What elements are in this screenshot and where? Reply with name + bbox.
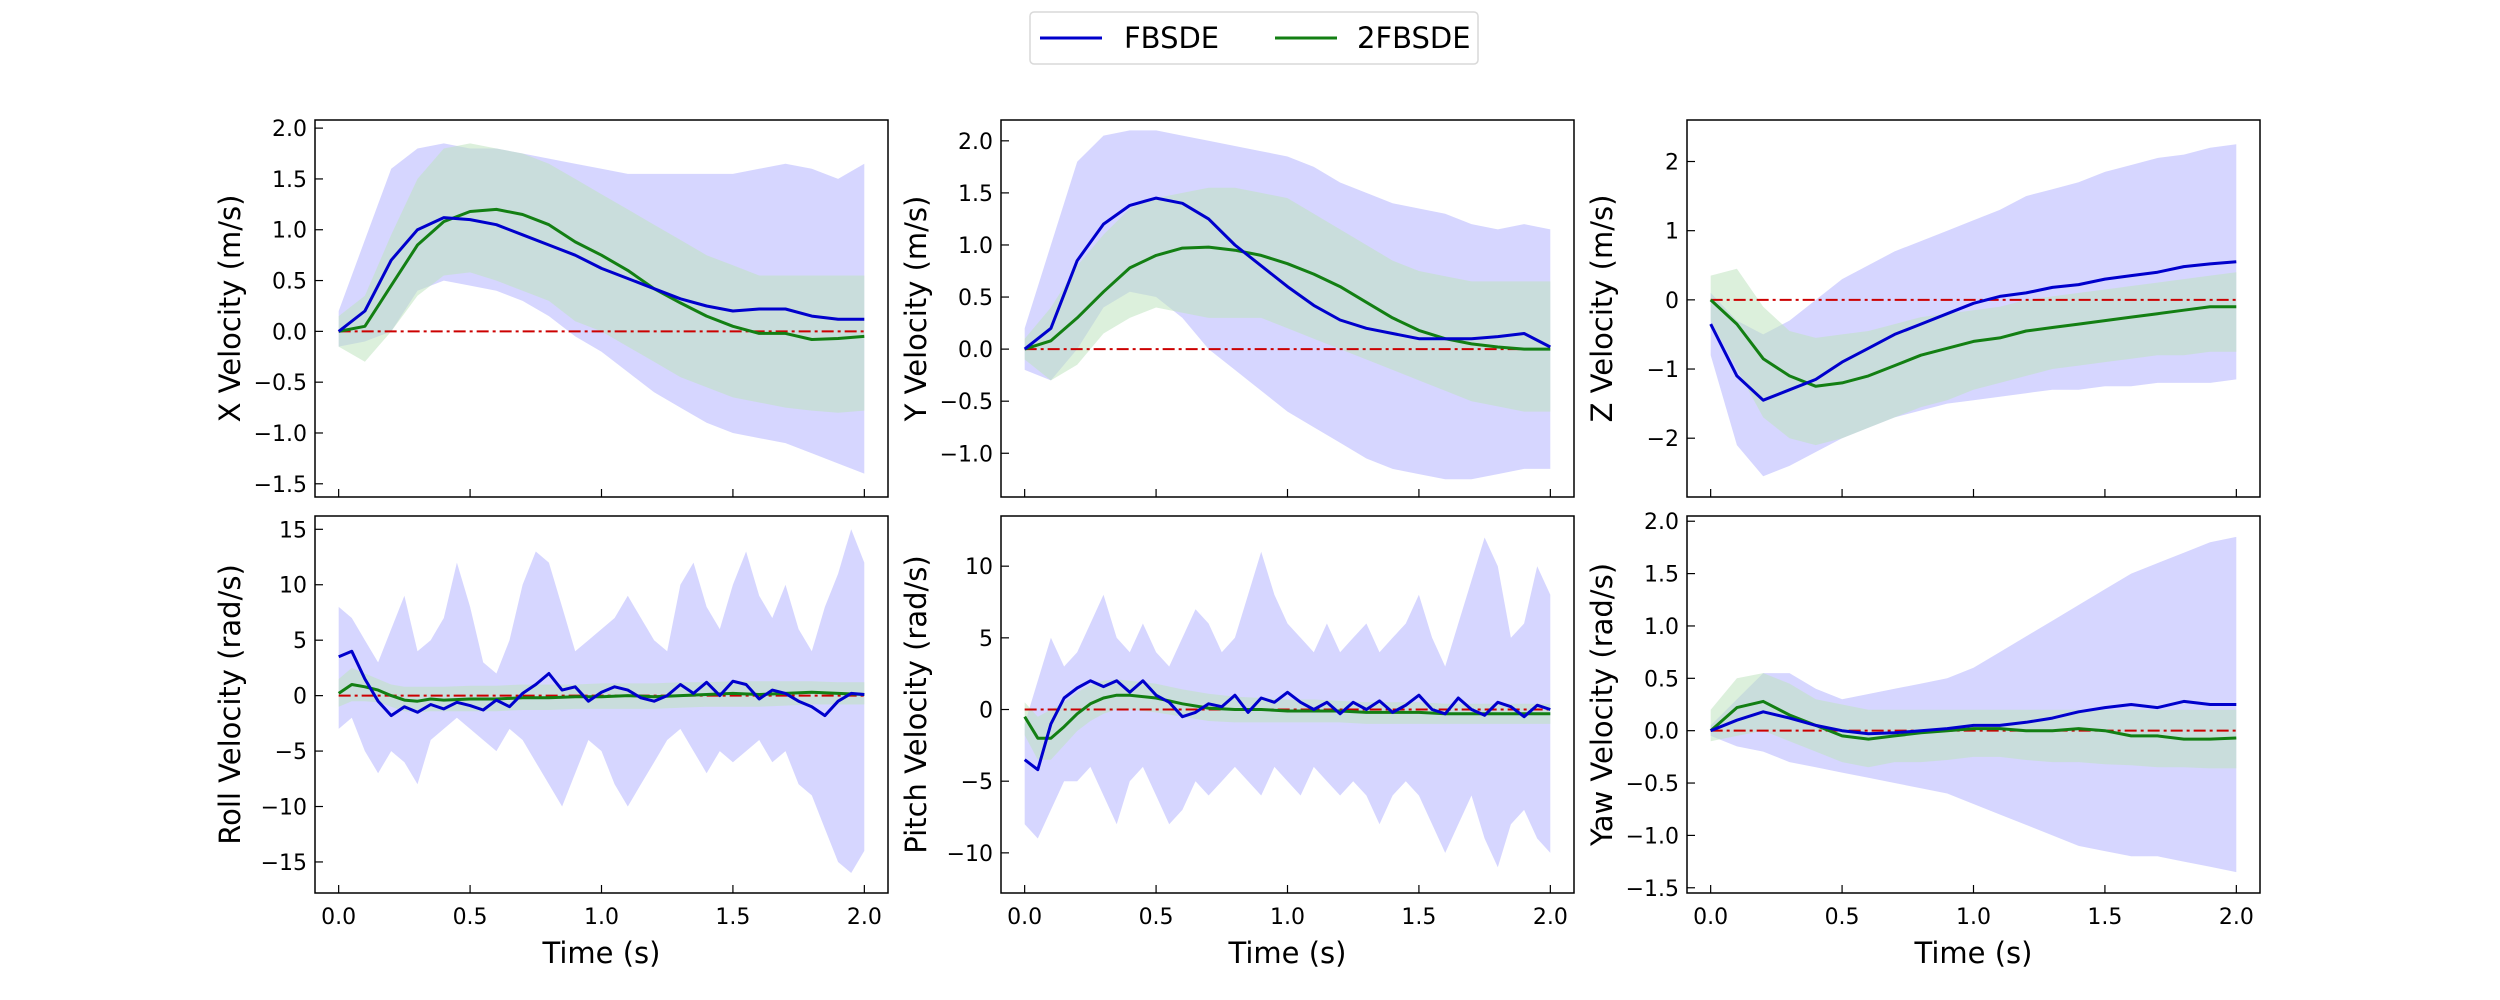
y-tick-label: −10	[261, 796, 307, 821]
x-tick-label: 1.0	[584, 905, 619, 930]
y-tick-label: −0.5	[1626, 772, 1679, 797]
y-tick-label: 2.0	[958, 130, 993, 155]
x-tick-label: 0.5	[1825, 905, 1860, 930]
x-tick-label: 0.0	[321, 905, 356, 930]
y-tick-label: 5	[979, 627, 993, 652]
y-axis-label: Y Velocity (m/s)	[899, 196, 933, 423]
x-tick-label: 0.5	[1139, 905, 1174, 930]
y-tick-label: 1.5	[272, 168, 307, 193]
x-tick-label: 1.0	[1270, 905, 1305, 930]
y-tick-label: 2	[1665, 151, 1679, 176]
twofbsde-band	[1710, 268, 2237, 446]
y-tick-label: −1.5	[254, 473, 307, 498]
y-tick-label: 0.5	[1644, 667, 1679, 692]
panel-yaw: −1.5 −1.0 −0.5 0.0 0.5 1.0 1.5 2.0 0.0 0.5 1.0 1.5 2…	[1585, 510, 2261, 970]
panel-pitch: −10 −5 0 5 10 0.0 0.5 1.0 1.5 2.0 Time (s) Pitch Ve…	[899, 515, 1575, 970]
y-tick-label: 0.0	[272, 320, 307, 345]
y-tick-label: 0.0	[1644, 720, 1679, 745]
panel-roll: −15 −10 −5 0 5 10 15 0.0 0.5 1.0 1.5 2.0 Time (s) Rol…	[213, 515, 889, 970]
x-axis-label: Time (s)	[542, 936, 661, 970]
panel-x: −1.5 −1.0 −0.5 0.0 0.5 1.0 1.5 2.0 X Velocity (m…	[213, 117, 889, 498]
twofbsde-band	[1024, 187, 1551, 412]
x-axis-label: Time (s)	[1914, 936, 2033, 970]
legend-label-2fbsde: 2FBSDE	[1357, 21, 1471, 55]
legend-frame	[1029, 11, 1479, 65]
plot-area	[337, 529, 865, 873]
y-axis-label: X Velocity (m/s)	[213, 195, 247, 423]
y-tick-label: −1.5	[1626, 877, 1679, 902]
legend-label-fbsde: FBSDE	[1124, 21, 1219, 55]
twofbsde-band	[1710, 673, 2237, 769]
y-tick-label: 5	[293, 629, 307, 654]
y-tick-label: 15	[279, 518, 307, 543]
y-axis-label: Z Velocity (m/s)	[1585, 195, 1619, 423]
y-tick-label: −10	[947, 842, 993, 867]
y-tick-label: 10	[965, 555, 993, 580]
x-tick-label: 2.0	[2219, 905, 2254, 930]
x-tick-label: 0.0	[1693, 905, 1728, 930]
x-tick-label: 0.0	[1007, 905, 1042, 930]
y-tick-label: −0.5	[940, 390, 993, 415]
twofbsde-mean-line	[1024, 245, 1551, 351]
twofbsde-mean-line	[1709, 298, 2237, 388]
plot-area	[1709, 536, 2237, 873]
twofbsde-band	[338, 667, 865, 713]
fbsde-mean-line	[1023, 196, 1551, 351]
x-tick-label: 1.5	[2087, 905, 2122, 930]
y-tick-label: 0.0	[958, 338, 993, 363]
y-tick-label: −1.0	[254, 422, 307, 447]
plot-area	[1023, 537, 1551, 868]
y-axis-label: Yaw Velocity (rad/s)	[1585, 563, 1619, 847]
y-tick-label: 0	[979, 699, 993, 724]
plot-area	[1023, 130, 1551, 480]
x-tick-label: 1.5	[715, 905, 750, 930]
y-tick-label: −0.5	[254, 371, 307, 396]
y-tick-label: 2.0	[272, 117, 307, 142]
panel-y: −1.0 −0.5 0.0 0.5 1.0 1.5 2.0 Y Velocity (m/s)	[899, 119, 1575, 498]
panel-z: −2 −1 0 1 2 Z Velocity (m/s)	[1585, 119, 2261, 498]
plot-area	[1709, 144, 2237, 477]
y-tick-label: −2	[1647, 427, 1679, 452]
y-tick-label: −15	[261, 851, 307, 876]
y-tick-label: −1	[1647, 358, 1679, 383]
fbsde-mean-line	[338, 649, 865, 718]
fbsde-band	[1710, 536, 2237, 873]
x-tick-label: 1.5	[1401, 905, 1436, 930]
x-tick-label: 2.0	[847, 905, 882, 930]
x-tick-label: 1.0	[1956, 905, 1991, 930]
twofbsde-mean-line	[338, 207, 865, 341]
x-tick-label: 2.0	[1533, 905, 1568, 930]
y-tick-label: 10	[279, 574, 307, 599]
legend: FBSDE 2FBSDE	[1029, 11, 1479, 65]
plot-area	[337, 143, 865, 474]
y-tick-label: 2.0	[1644, 510, 1679, 535]
y-tick-label: 0	[293, 685, 307, 710]
y-axis-label: Pitch Velocity (rad/s)	[899, 555, 933, 853]
y-tick-label: 0.5	[272, 270, 307, 295]
y-tick-label: −5	[275, 740, 307, 765]
y-tick-label: 0.5	[958, 286, 993, 311]
y-tick-label: −1.0	[940, 442, 993, 467]
fbsde-mean-line	[1710, 699, 2237, 736]
y-tick-label: 1	[1665, 220, 1679, 245]
twofbsde-mean-line	[337, 683, 865, 703]
fbsde-mean-line	[1023, 679, 1551, 772]
fbsde-mean-line	[1709, 260, 2237, 402]
y-axis-label: Roll Velocity (rad/s)	[213, 564, 247, 845]
x-tick-label: 0.5	[453, 905, 488, 930]
y-tick-label: 1.5	[1644, 563, 1679, 588]
y-tick-label: −1.0	[1626, 824, 1679, 849]
y-tick-label: 1.5	[958, 182, 993, 207]
y-tick-label: −5	[961, 770, 993, 795]
fbsde-mean-line	[337, 216, 865, 333]
twofbsde-mean-line	[1709, 699, 2237, 741]
y-tick-label: 1.0	[1644, 615, 1679, 640]
y-tick-label: 1.0	[272, 219, 307, 244]
y-tick-label: 0	[1665, 289, 1679, 314]
y-tick-label: 1.0	[958, 234, 993, 259]
x-axis-label: Time (s)	[1228, 936, 1347, 970]
